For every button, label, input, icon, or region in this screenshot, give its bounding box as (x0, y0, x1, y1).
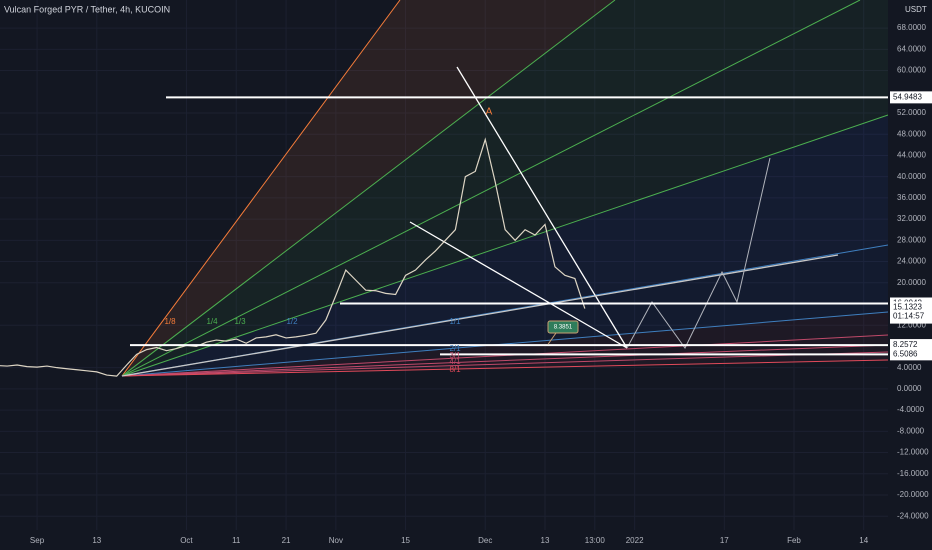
y-tick-label: -4.0000 (897, 405, 925, 414)
level-label: 6.5086 (893, 349, 918, 358)
x-tick-label: Dec (478, 536, 492, 545)
marks (0, 137, 586, 377)
y-tick-label: 52.0000 (897, 108, 926, 117)
fan-line (121, 0, 861, 377)
y-tick-label: 64.0000 (897, 44, 926, 53)
fan-line (121, 344, 889, 377)
y-tick-label: 68.0000 (897, 23, 926, 32)
y-tick-label: 36.0000 (897, 193, 926, 202)
fan-label: 1/4 (206, 317, 218, 326)
level-label: 54.9483 (893, 92, 922, 101)
y-tick-label: 4.0000 (897, 363, 922, 372)
x-tick-label: 14 (859, 536, 868, 545)
y-tick-label: -8.0000 (897, 426, 925, 435)
x-tick-label: Oct (180, 536, 193, 545)
fan-fill (122, 0, 888, 376)
y-tick-label: 0.0000 (897, 384, 922, 393)
x-tick-label: Sep (30, 536, 45, 545)
y-tick-label: -24.0000 (897, 511, 929, 520)
trendline (409, 221, 628, 349)
trendline (121, 254, 839, 377)
fan-label: 1/2 (286, 317, 298, 326)
x-tick-label: 13:00 (585, 536, 606, 545)
level-label: 8.2572 (893, 340, 918, 349)
level-label-box (890, 339, 932, 352)
x-tick-label: 2022 (626, 536, 644, 545)
level-label-box (890, 348, 932, 361)
callout-box (547, 320, 579, 334)
fan-label: 2/1 (449, 344, 461, 353)
chart-title: Vulcan Forged PYR / Tether, 4h, KUCOIN (4, 4, 170, 14)
trendline (456, 66, 628, 349)
axis-unit: USDT (905, 5, 927, 14)
fan-label: 4/1 (449, 357, 461, 366)
fan-label: 3/1 (449, 351, 461, 360)
x-tick-label: 17 (720, 536, 729, 545)
grid (0, 0, 888, 530)
y-tick-label: 28.0000 (897, 235, 926, 244)
fan-line (121, 334, 889, 377)
fan-line (121, 0, 401, 377)
last-price: 15.1323 (893, 303, 922, 312)
level-label-box (890, 91, 932, 104)
fan-label: 1/8 (164, 317, 176, 326)
y-tick-label: 44.0000 (897, 151, 926, 160)
fan-line (121, 114, 889, 377)
callout-pointer (547, 332, 557, 345)
fan-line (121, 311, 889, 377)
y-tick-label: 20.0000 (897, 278, 926, 287)
y-tick-label: -20.0000 (897, 490, 929, 499)
callout-label: 8.3851 (554, 325, 573, 331)
x-tick-label: 13 (92, 536, 101, 545)
fan-line (121, 359, 889, 377)
projection (626, 157, 771, 349)
last-price-box (890, 301, 932, 324)
y-tick-label: 24.0000 (897, 257, 926, 266)
price-axis (888, 0, 932, 530)
fan-label: 1/1 (449, 317, 461, 326)
y-tick-label: 48.0000 (897, 129, 926, 138)
fan-line (121, 0, 616, 377)
x-tick-label: 11 (232, 536, 241, 545)
y-tick-label: 60.0000 (897, 66, 926, 75)
annotation: A (486, 107, 493, 118)
x-tick-label: Nov (329, 536, 343, 545)
y-tick-label: -12.0000 (897, 448, 929, 457)
y-tick-label: 12.0000 (897, 320, 926, 329)
fan-label: 1/3 (234, 317, 246, 326)
x-tick-label: Feb (787, 536, 801, 545)
countdown: 01:14:57 (893, 312, 925, 321)
price-line (0, 137, 586, 377)
y-tick-label: 32.0000 (897, 214, 926, 223)
x-tick-label: 13 (541, 536, 550, 545)
x-tick-label: 21 (282, 536, 291, 545)
y-tick-label: -16.0000 (897, 469, 929, 478)
x-tick-label: 15 (401, 536, 410, 545)
fan-line (121, 351, 889, 377)
fan-label: 8/1 (449, 365, 461, 374)
y-tick-label: 40.0000 (897, 172, 926, 181)
